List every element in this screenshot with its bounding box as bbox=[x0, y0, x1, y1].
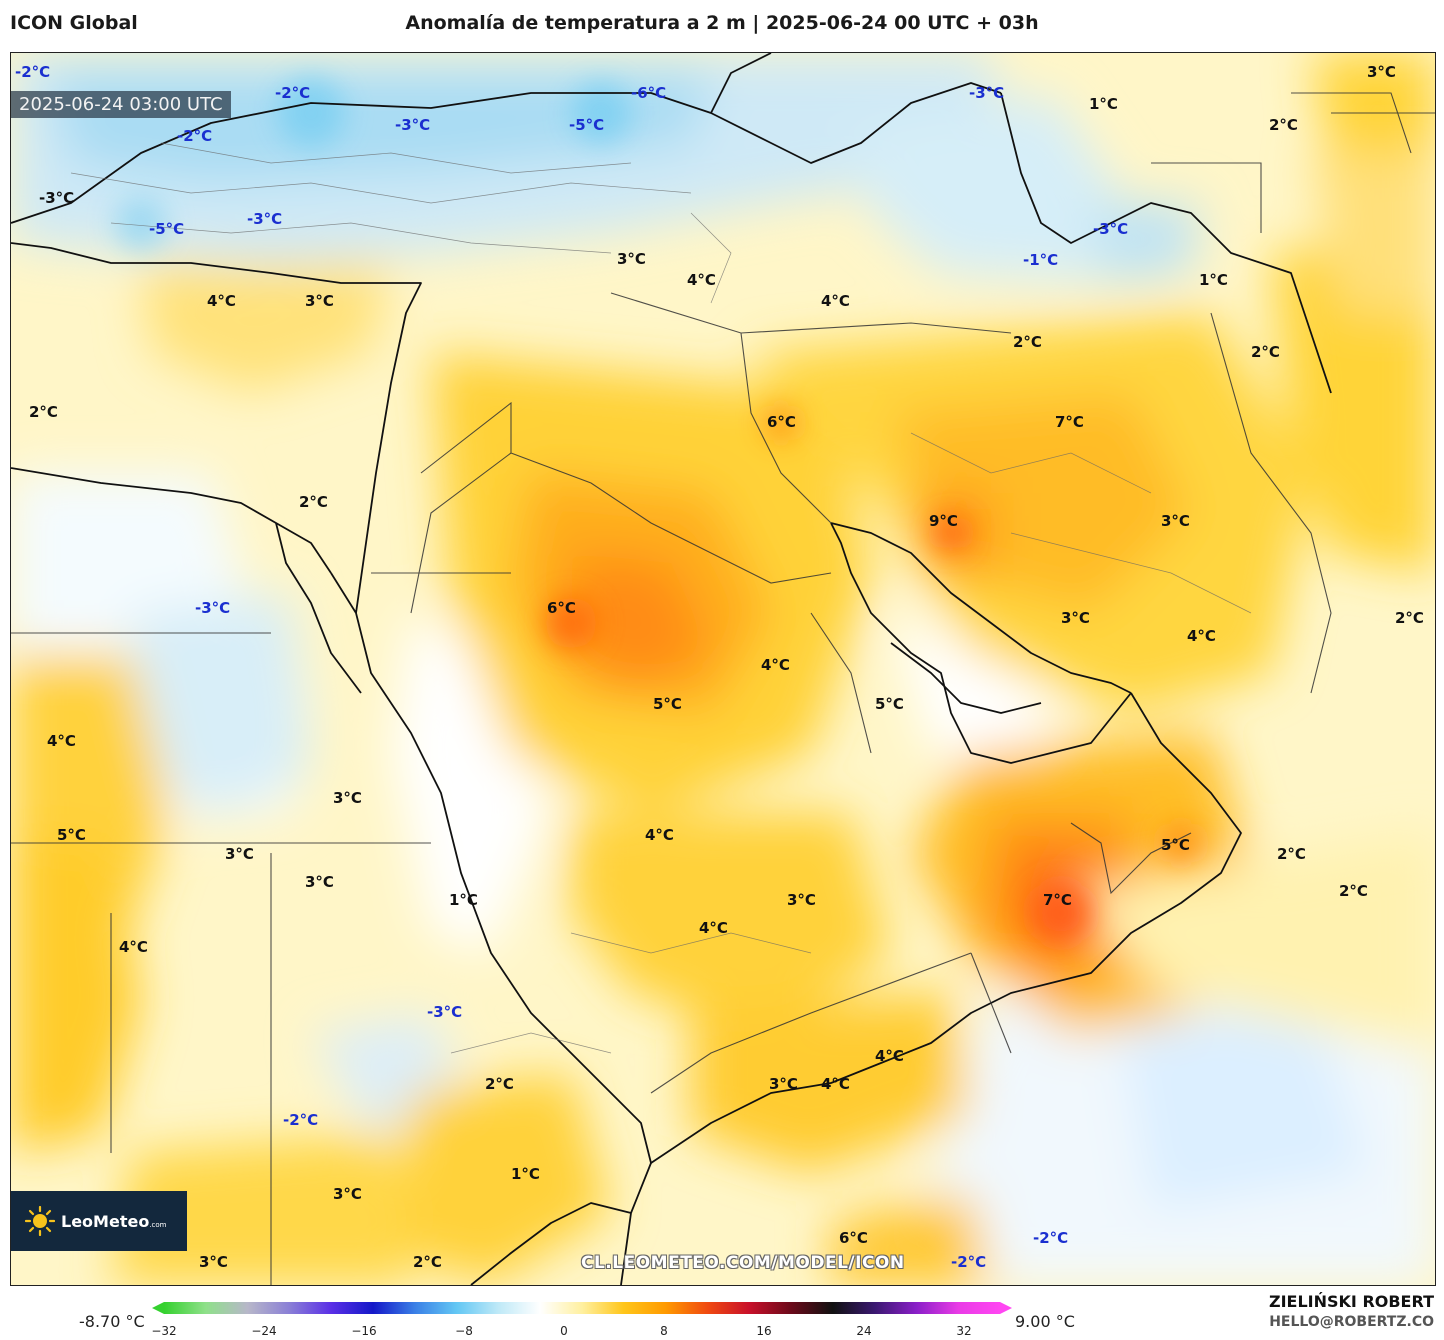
anomaly-label: 1°C bbox=[449, 891, 478, 909]
anomaly-label: 3°C bbox=[333, 789, 362, 807]
anomaly-label: 2°C bbox=[1395, 609, 1424, 627]
anomaly-label: 2°C bbox=[485, 1075, 514, 1093]
map-panel[interactable]: 2025-06-24 03:00 UTC -2°C -2°C -2°C -3°C… bbox=[10, 52, 1436, 1286]
contact-credit: HELLO@ROBERTZ.CO bbox=[1269, 1314, 1434, 1330]
anomaly-label: -5°C bbox=[569, 116, 605, 134]
anomaly-label: -2°C bbox=[1033, 1229, 1069, 1247]
anomaly-label: 1°C bbox=[511, 1165, 540, 1183]
colorbar-tick: 0 bbox=[560, 1324, 568, 1338]
colorbar-tick: −24 bbox=[251, 1324, 277, 1338]
anomaly-label: 4°C bbox=[875, 1047, 904, 1065]
anomaly-label: 4°C bbox=[687, 271, 716, 289]
anomaly-label: 7°C bbox=[1043, 891, 1072, 909]
anomaly-label: -3°C bbox=[969, 84, 1005, 102]
anomaly-label: 3°C bbox=[1061, 609, 1090, 627]
anomaly-label: 3°C bbox=[225, 845, 254, 863]
anomaly-label: 4°C bbox=[207, 292, 236, 310]
anomaly-label: 6°C bbox=[547, 599, 576, 617]
anomaly-label: 7°C bbox=[1055, 413, 1084, 431]
anomaly-label: 2°C bbox=[1339, 882, 1368, 900]
source-watermark: CL.LEOMETEO.COM/MODEL/ICON bbox=[581, 1253, 905, 1273]
anomaly-label: 2°C bbox=[1013, 333, 1042, 351]
anomaly-label: -6°C bbox=[631, 84, 667, 102]
anomaly-label: -3°C bbox=[1093, 220, 1129, 238]
anomaly-label: 2°C bbox=[29, 403, 58, 421]
anomaly-label: 3°C bbox=[305, 292, 334, 310]
anomaly-label: -2°C bbox=[951, 1253, 987, 1271]
model-name: ICON Global bbox=[10, 12, 138, 34]
anomaly-label: 4°C bbox=[821, 292, 850, 310]
anomaly-label: 5°C bbox=[875, 695, 904, 713]
anomaly-label: 1°C bbox=[1199, 271, 1228, 289]
anomaly-label: 6°C bbox=[839, 1229, 868, 1247]
anomaly-label: 3°C bbox=[305, 873, 334, 891]
anomaly-label: 4°C bbox=[1187, 627, 1216, 645]
anomaly-label: -2°C bbox=[283, 1111, 319, 1129]
anomaly-label: 2°C bbox=[413, 1253, 442, 1271]
anomaly-label: 3°C bbox=[333, 1185, 362, 1203]
anomaly-label: 4°C bbox=[761, 656, 790, 674]
anomaly-label: -1°C bbox=[1023, 251, 1059, 269]
anomaly-label: -2°C bbox=[15, 63, 51, 81]
anomaly-label: 4°C bbox=[645, 826, 674, 844]
anomaly-label: 2°C bbox=[299, 493, 328, 511]
anomaly-label: -3°C bbox=[39, 189, 75, 207]
anomaly-label: 6°C bbox=[767, 413, 796, 431]
anomaly-label: 5°C bbox=[1161, 836, 1190, 854]
colorbar-min-label: -8.70 °C bbox=[79, 1312, 145, 1331]
map-timestamp: 2025-06-24 03:00 UTC bbox=[11, 91, 231, 118]
anomaly-label: -3°C bbox=[427, 1003, 463, 1021]
colorbar-tick: −32 bbox=[151, 1324, 177, 1338]
colorbar-tick: 32 bbox=[956, 1324, 972, 1338]
anomaly-label: -5°C bbox=[149, 220, 185, 238]
anomaly-label: 1°C bbox=[1089, 95, 1118, 113]
anomaly-label: 2°C bbox=[1251, 343, 1280, 361]
anomaly-label: 4°C bbox=[47, 732, 76, 750]
colorbar-tick: 24 bbox=[856, 1324, 872, 1338]
anomaly-label: 9°C bbox=[929, 512, 958, 530]
anomaly-label: 5°C bbox=[57, 826, 86, 844]
logo-text: LeoMeteo.com bbox=[61, 1211, 167, 1231]
anomaly-label: -3°C bbox=[195, 599, 231, 617]
colorbar-tick: −8 bbox=[455, 1324, 473, 1338]
anomaly-label: -2°C bbox=[275, 84, 311, 102]
colorbar-max-label: 9.00 °C bbox=[1015, 1312, 1075, 1331]
anomaly-label: 3°C bbox=[769, 1075, 798, 1093]
anomaly-label: 4°C bbox=[699, 919, 728, 937]
anomaly-map bbox=[11, 53, 1435, 1285]
anomaly-label: 5°C bbox=[653, 695, 682, 713]
anomaly-label: 2°C bbox=[1277, 845, 1306, 863]
leometeo-logo[interactable]: LeoMeteo.com bbox=[11, 1191, 187, 1251]
colorbar-tick: 16 bbox=[756, 1324, 772, 1338]
anomaly-label: 4°C bbox=[821, 1075, 850, 1093]
anomaly-label: -3°C bbox=[395, 116, 431, 134]
anomaly-label: 3°C bbox=[787, 891, 816, 909]
map-title: Anomalía de temperatura a 2 m | 2025-06-… bbox=[405, 12, 1039, 34]
anomaly-label: 3°C bbox=[1161, 512, 1190, 530]
anomaly-label: 4°C bbox=[119, 938, 148, 956]
anomaly-label: 3°C bbox=[1367, 63, 1396, 81]
sun-icon bbox=[25, 1206, 55, 1236]
anomaly-label: 2°C bbox=[1269, 116, 1298, 134]
anomaly-label: -2°C bbox=[177, 127, 213, 145]
anomaly-label: 3°C bbox=[199, 1253, 228, 1271]
colorbar-tick: −16 bbox=[351, 1324, 377, 1338]
anomaly-label: 3°C bbox=[617, 250, 646, 268]
author-credit: ZIELIŃSKI ROBERT bbox=[1268, 1292, 1434, 1311]
anomaly-label: -3°C bbox=[247, 210, 283, 228]
colorbar-tick: 8 bbox=[660, 1324, 668, 1338]
colorbar bbox=[152, 1302, 1012, 1314]
